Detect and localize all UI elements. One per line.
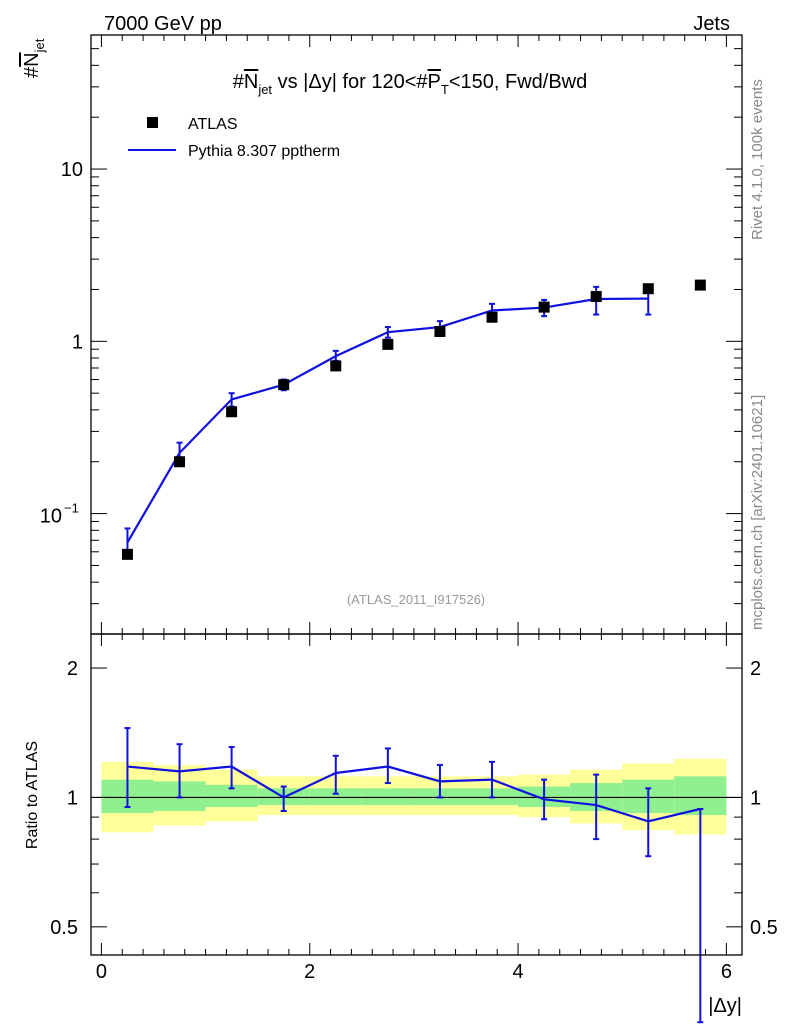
legend-pythia-label: Pythia 8.307 pptherm [188,143,340,160]
ratio-y-tick-label: 0.5 [50,917,78,939]
atlas-data-point [121,548,133,560]
atlas-data-point [330,360,342,372]
y-tick-label: 10 [40,506,62,528]
ratio-band-stat [309,788,362,806]
legend-atlas-label: ATLAS [188,116,238,133]
ratio-frame [90,633,743,956]
x-tick-label: 4 [512,961,523,983]
x-tick-label: 2 [304,961,315,983]
analysis-watermark: (ATLAS_2011_I917526) [347,592,485,607]
atlas-data-point [694,279,706,291]
ratio-y-tick-label-right: 1 [750,787,761,809]
legend-atlas-marker [147,117,158,128]
y-tick-label: 1 [72,331,83,353]
ratio-y-tick-label: 2 [67,658,78,680]
atlas-data-point [590,291,602,303]
main-series [121,279,706,560]
y-axis-label-ratio: Ratio to ATLAS [24,741,41,849]
ratio-y-tick-label-right: 0.5 [750,917,778,939]
rivet-info: Rivet 4.1.0, 100k events [749,79,766,240]
ratio-band-stat [205,784,258,808]
atlas-data-point [278,379,290,391]
plot-title: #Njet vs |Δy| for 120<#PT<150, Fwd/Bwd [233,71,588,97]
atlas-data-point [382,338,394,350]
ratio-y-tick-label-right: 2 [750,658,761,680]
atlas-data-point [538,301,550,313]
header-right: Jets [693,13,730,35]
header-left: 7000 GeV pp [104,13,222,35]
x-tick-label: 6 [721,961,732,983]
atlas-data-point [174,456,186,468]
y-tick-label: 10 [61,159,83,181]
atlas-data-point [486,311,498,323]
ratio-series [124,727,704,1024]
y-axis-label-main: #Njet [21,38,47,78]
y-tick-label-exponent: −1 [64,501,79,516]
x-tick-label: 0 [96,961,107,983]
axes [90,34,743,956]
atlas-data-point [434,326,446,338]
atlas-data-point [642,283,654,295]
ratio-pythia-line [127,765,701,823]
atlas-data-point [226,406,238,418]
mcplots-info: mcplots.cern.ch [arXiv:2401.10621] [749,395,766,630]
ratio-y-tick-label: 1 [67,787,78,809]
x-axis-label: |Δy| [708,995,742,1017]
ratio-band-stat [361,788,414,806]
